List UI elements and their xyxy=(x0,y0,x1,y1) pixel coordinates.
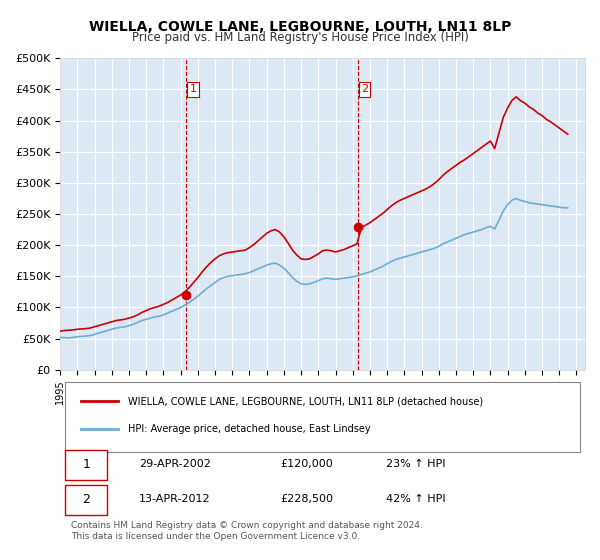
Text: £228,500: £228,500 xyxy=(281,494,334,505)
Text: HPI: Average price, detached house, East Lindsey: HPI: Average price, detached house, East… xyxy=(128,424,371,435)
Text: WIELLA, COWLE LANE, LEGBOURNE, LOUTH, LN11 8LP: WIELLA, COWLE LANE, LEGBOURNE, LOUTH, LN… xyxy=(89,20,511,34)
Text: 42% ↑ HPI: 42% ↑ HPI xyxy=(386,494,445,505)
Text: 13-APR-2012: 13-APR-2012 xyxy=(139,494,211,505)
FancyBboxPatch shape xyxy=(65,450,107,480)
Text: 1: 1 xyxy=(190,85,197,95)
Text: 2: 2 xyxy=(361,85,368,95)
FancyBboxPatch shape xyxy=(65,382,580,452)
Text: 2: 2 xyxy=(83,493,91,506)
Text: 29-APR-2002: 29-APR-2002 xyxy=(139,459,211,469)
Text: 1: 1 xyxy=(83,458,91,471)
FancyBboxPatch shape xyxy=(65,486,107,515)
Text: 23% ↑ HPI: 23% ↑ HPI xyxy=(386,459,445,469)
Text: Price paid vs. HM Land Registry's House Price Index (HPI): Price paid vs. HM Land Registry's House … xyxy=(131,31,469,44)
Text: Contains HM Land Registry data © Crown copyright and database right 2024.
This d: Contains HM Land Registry data © Crown c… xyxy=(71,521,422,541)
Text: £120,000: £120,000 xyxy=(281,459,334,469)
Text: WIELLA, COWLE LANE, LEGBOURNE, LOUTH, LN11 8LP (detached house): WIELLA, COWLE LANE, LEGBOURNE, LOUTH, LN… xyxy=(128,396,484,407)
